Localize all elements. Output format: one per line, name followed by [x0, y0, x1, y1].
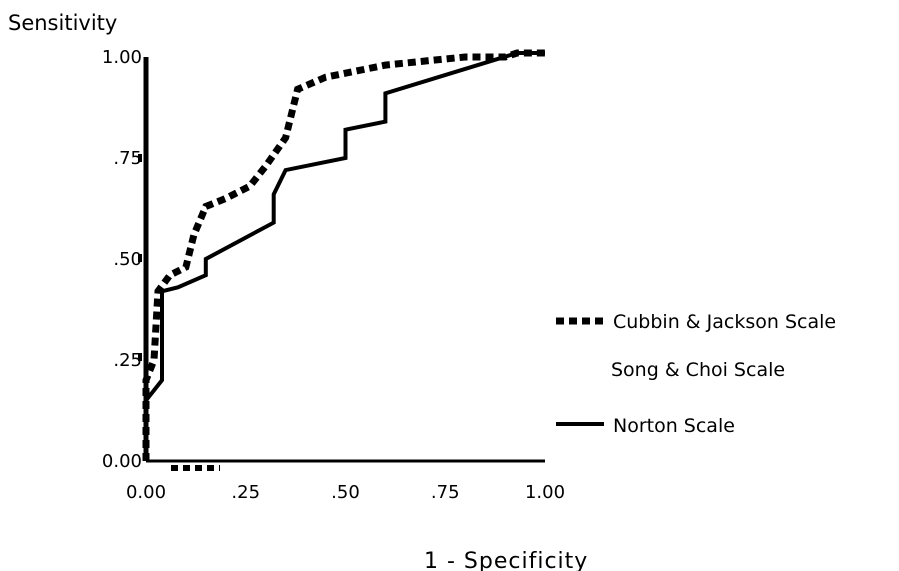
- y-axis-mark: [138, 154, 142, 162]
- x-tick-label: .50: [331, 482, 360, 503]
- y-tick-label: .75: [113, 148, 142, 169]
- legend-label-song-choi: Song & Choi Scale: [611, 359, 785, 381]
- series-line-cubbin-jackson-scale: [142, 49, 545, 461]
- y-tick-label: .25: [113, 350, 142, 371]
- legend: Cubbin & Jackson Scale Song & Choi Scale…: [556, 311, 836, 437]
- y-axis-mark: [138, 254, 142, 262]
- legend-label-norton: Norton Scale: [613, 415, 735, 437]
- x-tick-label: 1.00: [525, 482, 565, 503]
- y-tick-labels: 0.00 .25 .50 .75 1.00: [102, 47, 142, 472]
- legend-label-cubbin-jackson: Cubbin & Jackson Scale: [613, 311, 836, 333]
- series-line-norton-scale: [144, 51, 545, 461]
- series-layer: [142, 49, 545, 461]
- y-tick-label: .50: [113, 249, 142, 270]
- y-axis-label: Sensitivity: [8, 11, 117, 35]
- x-axis-label: 1 - Specificity: [424, 549, 588, 571]
- x-tick-labels: 0.00 .25 .50 .75 1.00: [126, 482, 565, 503]
- x-tick-label: 0.00: [126, 482, 166, 503]
- y-tick-label: 0.00: [102, 451, 142, 472]
- y-tick-label: 1.00: [102, 47, 142, 68]
- y-axis-mark: [138, 353, 142, 361]
- x-tick-label: .75: [431, 482, 460, 503]
- x-tick-label: .25: [231, 482, 260, 503]
